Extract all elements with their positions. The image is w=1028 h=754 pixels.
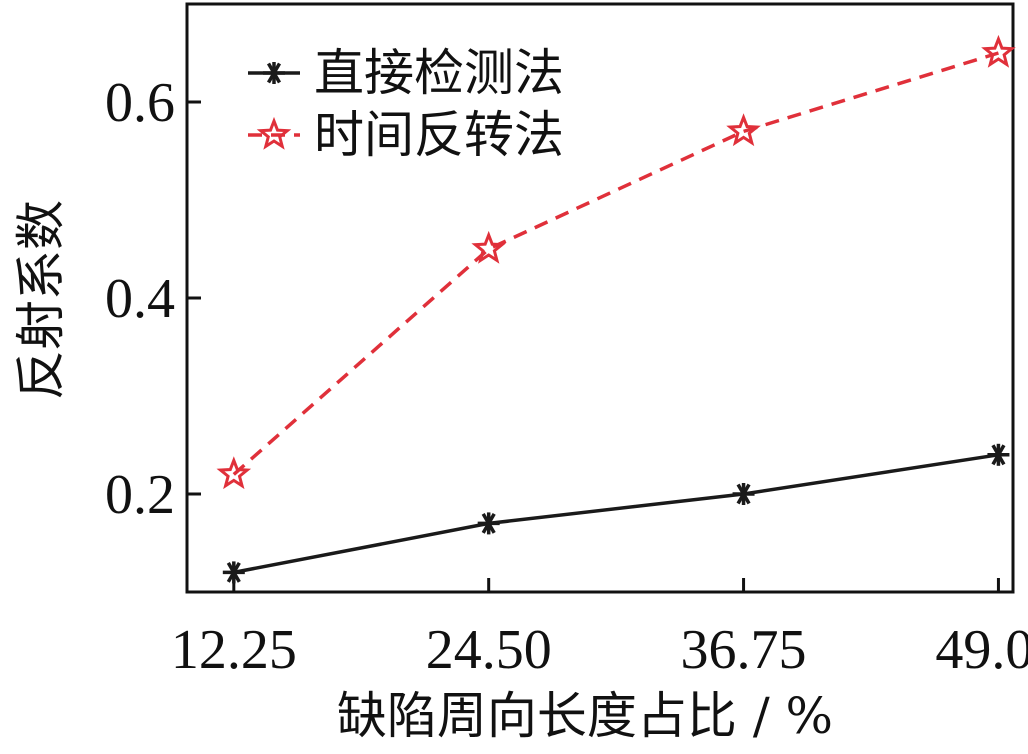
series-1-point — [732, 483, 755, 505]
legend-label-1: 直接检测法 — [314, 44, 564, 102]
series-2-point — [726, 113, 761, 147]
series-1-point — [222, 561, 245, 584]
legend-marker-2 — [256, 116, 292, 150]
series-1-point — [477, 512, 500, 535]
plot-frame — [185, 2, 1015, 594]
legend-label-2: 时间反转法 — [314, 106, 564, 164]
y-tick-label: 0.4 — [105, 268, 175, 330]
x-tick-label: 49.00 — [935, 619, 1028, 681]
y-axis-ticks: 0.2 0.4 0.6 — [105, 72, 201, 526]
x-axis-title: 缺陷周向长度占比 / % — [337, 687, 833, 745]
series-2-point — [216, 456, 252, 490]
plot-area-border — [185, 2, 1015, 594]
series-1-point — [987, 443, 1010, 466]
y-tick-label: 0.6 — [105, 72, 175, 134]
series-2-point — [471, 230, 506, 264]
x-tick-label: 36.75 — [681, 619, 807, 681]
y-tick-label: 0.2 — [105, 464, 175, 526]
series-layer — [216, 34, 1016, 584]
x-axis-ticks: 12.25 24.50 36.75 49.00 — [171, 578, 1028, 681]
series-line-2 — [232, 51, 999, 476]
x-tick-label: 12.25 — [171, 619, 297, 681]
series-2-point — [981, 34, 1016, 68]
legend-marker-1 — [263, 62, 285, 84]
x-tick-label: 24.50 — [426, 619, 552, 681]
series-line-1 — [233, 453, 999, 575]
y-axis-title: 反射系数 — [12, 200, 70, 400]
